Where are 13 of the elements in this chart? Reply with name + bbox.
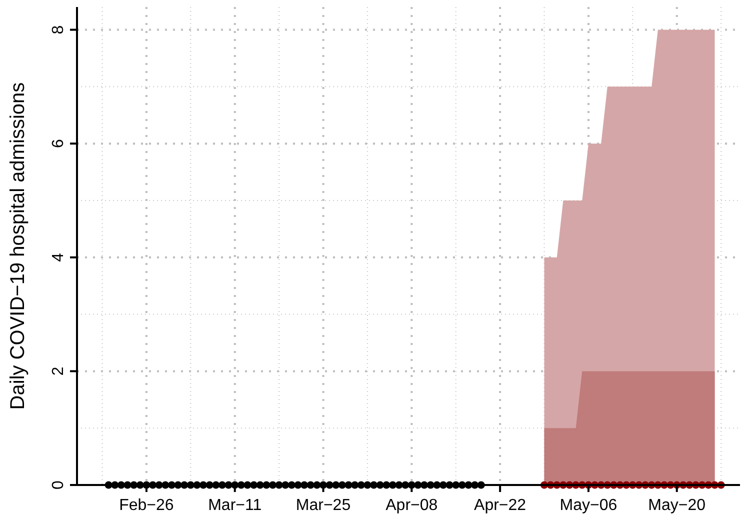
y-tick-label: 6	[50, 139, 67, 148]
y-tick-label: 4	[50, 252, 67, 262]
y-tick-label: 2	[50, 366, 67, 376]
y-tick-label: 8	[50, 25, 67, 34]
x-tick-label: Mar−25	[296, 497, 351, 514]
x-tick-label: Feb−26	[119, 497, 174, 514]
x-tick-label: May−20	[648, 497, 706, 514]
y-tick-label: 0	[50, 480, 67, 490]
y-axis-title: Daily COVID−19 hospital admissions	[7, 82, 29, 410]
x-tick-label: May−06	[560, 497, 618, 514]
x-tick-label: Apr−08	[386, 497, 438, 514]
x-tick-label: Apr−22	[474, 497, 526, 514]
x-tick-label: Mar−11	[208, 497, 262, 514]
